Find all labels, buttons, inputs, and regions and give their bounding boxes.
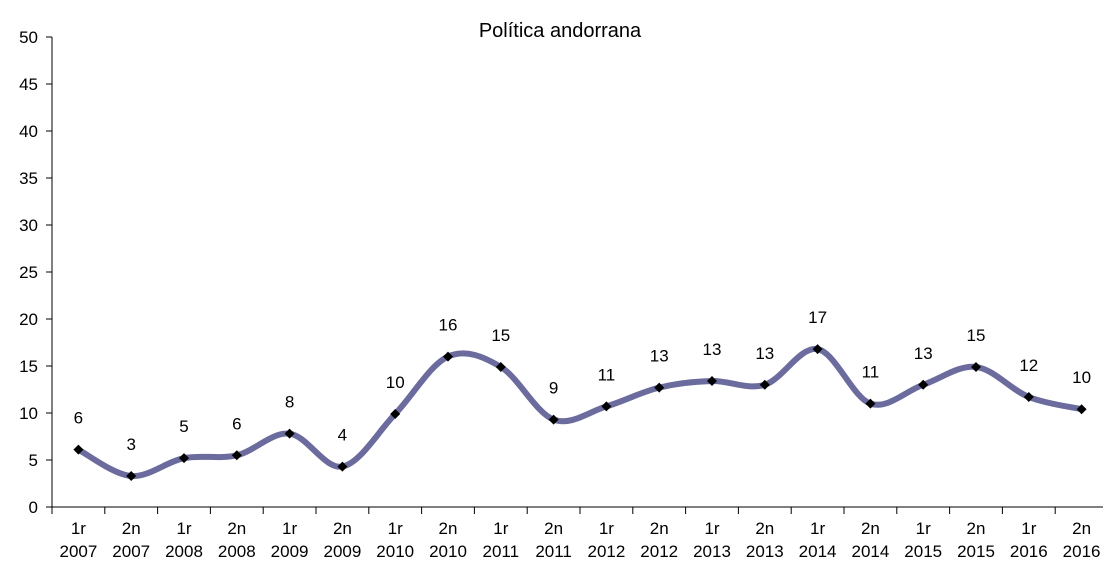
data-label: 5 [179,417,188,436]
data-point-marker [231,450,242,461]
y-tick-label: 50 [19,28,38,47]
data-label: 17 [808,308,827,327]
data-point-marker [601,401,612,412]
data-point-marker [443,351,453,362]
x-tick-label: 2012 [640,542,678,561]
x-tick-label: 2012 [587,542,625,561]
data-label: 13 [650,347,669,366]
x-tick-label: 2008 [218,542,256,561]
y-tick-label: 25 [19,263,38,282]
axes: 051015202530354045501r20072n20071r20082n… [19,28,1103,561]
data-label: 6 [232,414,241,433]
y-tick-label: 20 [19,310,38,329]
x-tick-label: 2016 [1063,542,1101,561]
data-point-marker [918,379,929,390]
chart-title: Política andorrana [479,20,642,42]
y-tick-label: 0 [29,498,38,517]
series-line [75,346,1085,479]
y-tick-label: 35 [19,169,38,188]
x-tick-label: 2009 [271,542,309,561]
data-point-marker [126,470,137,481]
data-point-marker [759,379,770,390]
data-label: 11 [598,365,616,384]
data-label: 6 [74,409,83,428]
x-tick-label: 2015 [957,542,995,561]
x-tick-label: 2008 [165,542,203,561]
data-point-marker [707,376,717,387]
y-tick-label: 15 [19,357,38,376]
data-point-marker [179,453,189,464]
x-tick-label: 2n [122,519,141,538]
x-tick-label: 1r [71,519,86,538]
x-tick-label: 2n [650,519,669,538]
x-tick-label: 2n [227,519,246,538]
data-label: 11 [862,363,880,382]
x-tick-label: 1r [282,519,297,538]
data-point-marker [73,444,84,455]
data-point-marker [390,408,401,419]
data-point-marker [284,428,295,439]
x-tick-label: 2013 [746,542,784,561]
data-point-marker [865,398,876,409]
series-line-group [75,346,1085,479]
data-label: 15 [967,326,986,345]
x-tick-label: 2n [861,519,880,538]
x-tick-label: 2010 [376,542,414,561]
x-tick-label: 1r [176,519,191,538]
x-tick-label: 2015 [904,542,942,561]
data-point-marker [1023,392,1034,403]
x-tick-label: 2016 [1010,542,1048,561]
x-tick-label: 1r [599,519,614,538]
x-tick-label: 2011 [535,542,572,561]
data-point-marker [495,361,506,372]
x-tick-label: 1r [1021,519,1036,538]
data-label: 3 [126,435,135,454]
data-point-marker [548,414,559,425]
x-tick-label: 2009 [323,542,361,561]
x-tick-label: 2014 [851,542,889,561]
x-tick-label: 2007 [59,542,97,561]
x-tick-label: 2010 [429,542,467,561]
y-tick-label: 10 [19,404,38,423]
x-tick-label: 2007 [112,542,150,561]
data-label: 10 [1072,368,1091,387]
x-tick-label: 1r [916,519,931,538]
data-label: 16 [439,316,458,335]
data-label: 4 [338,426,347,445]
data-label: 13 [755,344,774,363]
data-label: 12 [1019,356,1038,375]
y-tick-label: 40 [19,122,38,141]
x-tick-label: 1r [493,519,508,538]
data-label: 13 [914,344,933,363]
x-tick-label: 2n [439,519,458,538]
x-tick-label: 2n [333,519,352,538]
x-tick-label: 2011 [483,542,520,561]
y-tick-label: 30 [19,216,38,235]
data-point-marker [971,361,981,372]
data-point-marker [812,344,823,355]
x-tick-label: 2n [1072,519,1091,538]
x-tick-label: 2n [967,519,986,538]
data-labels-group: 6 3 5 6 8 4 10 16 15 9 11 13 13 13 17 11 13 15 12 10 [74,308,1091,454]
data-label: 9 [549,379,558,398]
x-tick-label: 2014 [799,542,837,561]
x-tick-label: 1r [704,519,719,538]
data-point-marker [1076,404,1087,415]
data-label: 10 [386,373,405,392]
y-tick-label: 5 [29,451,38,470]
x-tick-label: 2n [544,519,563,538]
data-label: 15 [491,326,510,345]
x-tick-label: 2013 [693,542,731,561]
x-tick-label: 2n [755,519,774,538]
data-point-marker [337,461,348,472]
y-tick-label: 45 [19,75,38,94]
markers-group [73,344,1087,481]
x-tick-label: 1r [388,519,403,538]
data-label: 13 [703,340,722,359]
x-tick-label: 1r [810,519,825,538]
data-point-marker [654,382,665,393]
data-label: 8 [285,393,294,412]
